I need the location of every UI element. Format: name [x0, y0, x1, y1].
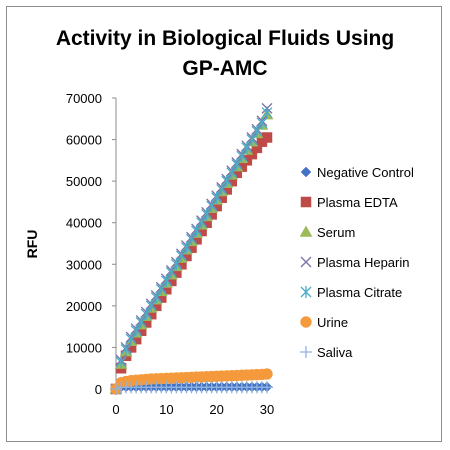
legend-item-plasma-citrate: Plasma Citrate	[300, 285, 402, 300]
legend-item-serum: Serum	[299, 225, 355, 240]
legend-label-plasma-heparin: Plasma Heparin	[317, 255, 410, 270]
chart-title-line-2: GP-AMC	[182, 57, 267, 80]
data-point-urine	[261, 368, 273, 380]
legend-marker-negative-control	[300, 166, 312, 178]
series-layer	[109, 102, 274, 395]
y-tick-label: 0	[95, 382, 102, 397]
data-point-plasma-citrate	[256, 116, 268, 129]
y-tick-label: 10000	[66, 340, 102, 355]
y-tick-label: 20000	[66, 299, 102, 314]
legend-item-negative-control: Negative Control	[300, 165, 414, 180]
x-tick-label: 10	[159, 402, 173, 417]
series-saliva	[110, 381, 273, 395]
data-point-saliva	[110, 383, 122, 395]
series-urine	[110, 368, 273, 395]
x-tick-label: 30	[260, 402, 274, 417]
data-point-plasma-citrate	[120, 343, 132, 356]
legend-marker-plasma-citrate	[300, 286, 312, 298]
legend-label-negative-control: Negative Control	[317, 165, 414, 180]
legend-item-plasma-heparin: Plasma Heparin	[300, 255, 410, 270]
legend-marker-saliva	[300, 346, 312, 358]
series-plasma-edta	[110, 132, 273, 395]
chart-title-line-1: Activity in Biological Fluids Using	[56, 27, 394, 50]
y-axis-label: RFU	[24, 230, 40, 259]
data-point-saliva	[261, 381, 273, 394]
data-point-plasma-citrate	[261, 106, 273, 119]
y-ticks-group: 0 10000 20000 30000 40000 50000 60000 70000	[66, 91, 116, 397]
data-point-plasma-citrate	[115, 355, 127, 368]
y-tick-label: 30000	[66, 257, 102, 272]
x-tick-label: 0	[112, 402, 119, 417]
legend-item-saliva: Saliva	[300, 345, 353, 360]
x-ticks-group: 0 10 20 30	[112, 389, 274, 417]
y-tick-label: 40000	[66, 216, 102, 231]
y-tick-label: 50000	[66, 174, 102, 189]
legend-label-urine: Urine	[317, 315, 348, 330]
legend-marker-urine	[300, 316, 312, 328]
legend-label-plasma-citrate: Plasma Citrate	[317, 285, 402, 300]
legend: Negative Control Plasma EDTA Serum Plasma H…	[299, 165, 414, 360]
x-tick-label: 20	[209, 402, 223, 417]
legend-marker-plasma-heparin	[300, 256, 312, 268]
legend-label-plasma-edta: Plasma EDTA	[317, 195, 398, 210]
chart-frame	[6, 6, 442, 442]
legend-label-saliva: Saliva	[317, 345, 353, 360]
legend-item-urine: Urine	[300, 315, 348, 330]
y-tick-label: 70000	[66, 91, 102, 106]
legend-item-plasma-edta: Plasma EDTA	[300, 195, 398, 210]
legend-label-serum: Serum	[317, 225, 355, 240]
y-tick-label: 60000	[66, 133, 102, 148]
data-point-plasma-edta	[261, 132, 273, 143]
legend-marker-plasma-edta	[300, 196, 312, 208]
legend-marker-serum	[299, 225, 313, 237]
